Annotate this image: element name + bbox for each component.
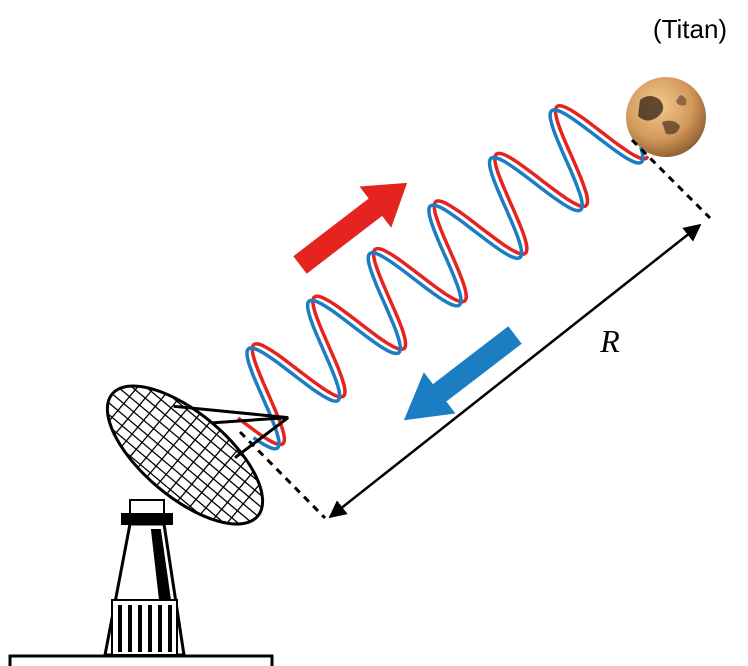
target-label: (Titan): [653, 14, 727, 44]
antenna: [10, 321, 319, 666]
return-arrow: [388, 314, 531, 440]
titan: [626, 77, 706, 157]
outgoing-arrow: [284, 162, 423, 285]
distance-label: R: [599, 323, 620, 359]
diagram: (Titan) R: [0, 0, 748, 666]
distance-arrow: [330, 225, 700, 517]
